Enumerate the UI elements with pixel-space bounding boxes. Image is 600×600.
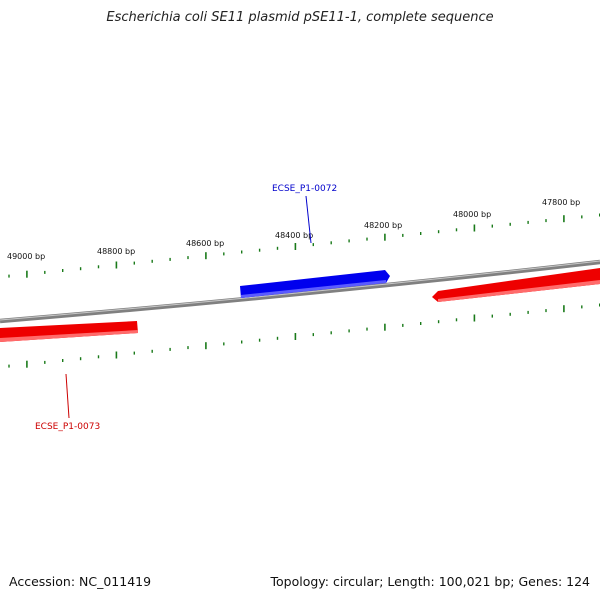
gene-shadow-ecse-p1-0072 [241, 280, 386, 298]
gene-ecse-p1-0072[interactable] [240, 270, 390, 298]
scale-label-49000: 49000 bp [7, 252, 45, 261]
inner-tick-ring [8, 303, 600, 368]
plasmid-backbone [0, 259, 600, 324]
scale-labels: 49000 bp 48800 bp 48600 bp 48400 bp 4820… [7, 198, 580, 261]
accession-text: Accession: NC_011419 [9, 574, 152, 589]
outer-tick-ring [8, 213, 600, 278]
topology-summary-text: Topology: circular; Length: 100,021 bp; … [270, 574, 591, 589]
gene-label-ecse-p1-0073[interactable]: ECSE_P1-0073 [35, 422, 100, 432]
scale-label-48200: 48200 bp [364, 221, 402, 230]
gene-right-reverse[interactable] [432, 268, 600, 302]
scale-label-48800: 48800 bp [97, 247, 135, 256]
leader-line-ecse-p1-0073 [65, 373, 70, 419]
gene-label-ecse-p1-0072[interactable]: ECSE_P1-0072 [272, 184, 337, 194]
leader-line-ecse-p1-0072 [305, 195, 312, 244]
gene-arrow-ecse-p1-0072[interactable] [240, 270, 390, 298]
gene-ecse-p1-0073[interactable] [0, 321, 138, 342]
gene-shadow-right-reverse [438, 280, 600, 302]
scale-label-48400: 48400 bp [275, 231, 313, 240]
gene-shadow-ecse-p1-0073 [0, 330, 138, 342]
scale-label-48600: 48600 bp [186, 239, 224, 248]
map-title: Escherichia coli SE11 plasmid pSE11-1, c… [106, 10, 494, 25]
scale-label-47800: 47800 bp [542, 198, 580, 207]
scale-label-48000: 48000 bp [453, 210, 491, 219]
gene-arrow-right-reverse[interactable] [432, 268, 600, 302]
plasmid-backbone-highlight [0, 260, 600, 321]
